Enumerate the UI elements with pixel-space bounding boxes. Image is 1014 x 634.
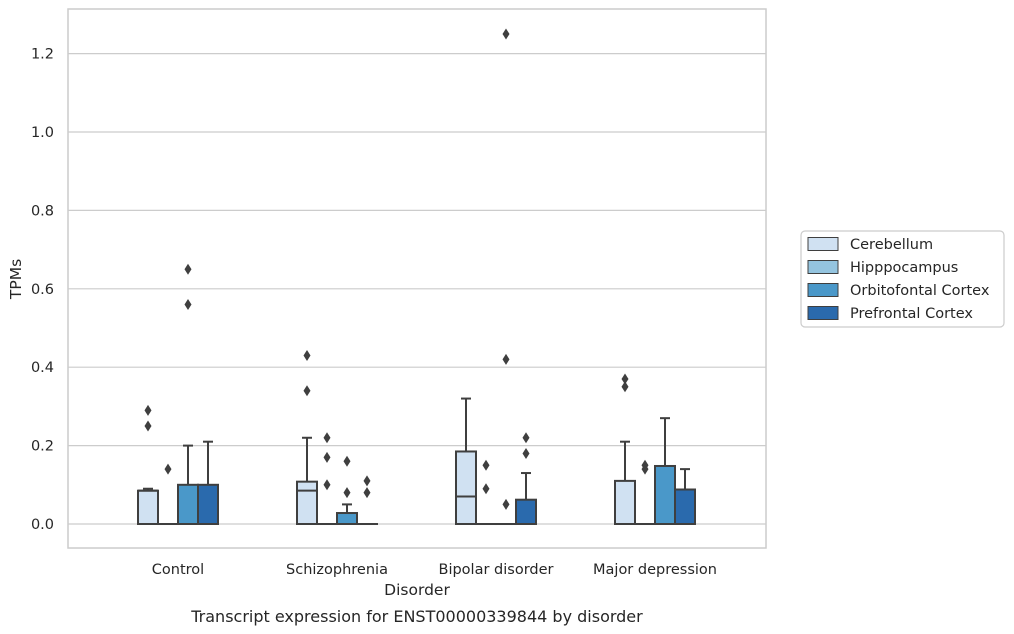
y-tick-label: 0.4 — [31, 360, 54, 376]
legend-swatch — [807, 306, 839, 320]
legend-swatch — [807, 260, 839, 274]
box-body — [177, 483, 199, 525]
box-orbitofontal-cortex — [654, 417, 676, 526]
box-body — [137, 489, 159, 525]
y-axis-ticks: 0.0 0.2 0.4 0.6 0.8 1.0 1.2 — [31, 47, 54, 533]
outlier-point — [323, 432, 331, 444]
box-cerebellum — [614, 373, 636, 526]
outlier-point — [303, 349, 311, 361]
box-orbitofontal-cortex — [177, 263, 199, 525]
plot-frame — [67, 8, 767, 549]
outlier-point — [621, 373, 629, 385]
box-cerebellum — [296, 349, 318, 525]
y-axis-label: TPMs — [7, 259, 25, 300]
outlier-point — [303, 385, 311, 397]
outlier-point — [482, 459, 490, 471]
outlier-point — [621, 381, 629, 393]
legend-swatch — [807, 283, 839, 297]
x-axis-label: Disorder — [384, 581, 450, 599]
outlier-point — [482, 483, 490, 495]
y-tick-label: 0.8 — [31, 203, 54, 219]
x-tick-label: Bipolar disorder — [439, 562, 554, 578]
x-axis-ticks: Control Schizophrenia Bipolar disorder Majo… — [152, 562, 717, 578]
outlier-point — [522, 447, 530, 459]
outlier-point — [502, 498, 510, 510]
outlier-point — [184, 298, 192, 310]
outlier-point — [343, 455, 351, 467]
grid-lines — [68, 52, 766, 525]
outlier-point — [502, 28, 510, 40]
legend-swatch — [807, 237, 839, 251]
y-tick-label: 1.2 — [31, 47, 54, 63]
box-hipppocampus — [634, 459, 656, 526]
outlier-point — [144, 404, 152, 416]
chart-caption: Transcript expression for ENST0000033984… — [190, 607, 643, 626]
box-body — [296, 480, 318, 525]
box-prefrontal-cortex — [356, 475, 378, 526]
outlier-point — [522, 432, 530, 444]
legend-frame — [800, 230, 1005, 328]
y-tick-label: 1.0 — [31, 125, 54, 141]
box-hipppocampus — [316, 432, 338, 526]
plot-marks — [137, 28, 696, 526]
box-prefrontal-cortex — [515, 432, 537, 526]
y-tick-label: 0.2 — [31, 439, 54, 455]
box-cerebellum — [137, 404, 159, 525]
outlier-point — [363, 475, 371, 487]
box-orbitofontal-cortex — [495, 28, 517, 526]
outlier-point — [641, 463, 649, 475]
box-body — [654, 464, 676, 526]
outlier-point — [164, 463, 172, 475]
y-tick-label: 0.6 — [31, 282, 54, 298]
outlier-point — [184, 263, 192, 275]
legend: Cerebellum Hipppocampus Orbitofontal Corte… — [800, 230, 1005, 328]
outlier-point — [323, 479, 331, 491]
box-cerebellum — [455, 397, 477, 526]
outlier-point — [343, 487, 351, 499]
box-body — [336, 512, 358, 525]
legend-label: Orbitofontal Cortex — [850, 283, 990, 299]
box-hipppocampus — [475, 459, 497, 526]
legend-label: Prefrontal Cortex — [850, 306, 973, 322]
box-prefrontal-cortex — [674, 468, 696, 525]
box-hipppocampus — [157, 463, 179, 526]
box-body — [515, 498, 537, 526]
x-tick-label: Schizophrenia — [286, 562, 388, 578]
box-prefrontal-cortex — [197, 440, 219, 525]
x-tick-label: Major depression — [593, 562, 717, 578]
box-body — [455, 450, 477, 526]
y-tick-label: 0.0 — [31, 517, 54, 533]
x-tick-label: Control — [152, 562, 204, 578]
outlier-point — [323, 451, 331, 463]
box-body — [614, 479, 636, 526]
box-body — [674, 488, 696, 525]
legend-label: Hipppocampus — [850, 260, 958, 276]
box-body — [197, 483, 219, 525]
legend-label: Cerebellum — [850, 237, 933, 253]
box-orbitofontal-cortex — [336, 455, 358, 525]
outlier-point — [363, 487, 371, 499]
outlier-point — [502, 353, 510, 365]
outlier-point — [144, 420, 152, 432]
